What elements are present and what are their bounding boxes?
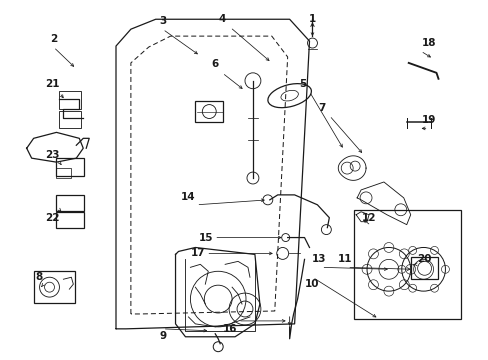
Text: 7: 7 <box>318 103 325 113</box>
Bar <box>56 158 84 176</box>
Text: 1: 1 <box>308 14 315 24</box>
Text: 6: 6 <box>211 59 219 69</box>
Text: 12: 12 <box>361 213 375 223</box>
Text: 4: 4 <box>218 14 225 24</box>
Text: 5: 5 <box>298 79 305 89</box>
Bar <box>56 212 84 228</box>
Text: 20: 20 <box>416 255 431 264</box>
Bar <box>56 195 84 211</box>
Text: 16: 16 <box>223 324 237 334</box>
Bar <box>60 91 81 109</box>
Bar <box>56 168 71 178</box>
Bar <box>34 271 75 303</box>
Text: 15: 15 <box>199 233 213 243</box>
Text: 23: 23 <box>45 150 60 160</box>
Text: 2: 2 <box>50 34 57 44</box>
Text: 9: 9 <box>159 331 166 341</box>
Text: 3: 3 <box>159 16 166 26</box>
Bar <box>410 257 438 279</box>
Text: 18: 18 <box>421 38 435 48</box>
Text: 21: 21 <box>45 79 60 89</box>
Text: 22: 22 <box>45 213 60 223</box>
Text: 13: 13 <box>311 255 326 264</box>
Text: 11: 11 <box>337 255 352 264</box>
Text: 8: 8 <box>35 272 42 282</box>
Bar <box>353 210 460 319</box>
Bar <box>195 100 223 122</box>
Bar <box>60 111 81 129</box>
Text: 14: 14 <box>181 192 195 202</box>
Text: 19: 19 <box>421 116 435 126</box>
Text: 17: 17 <box>191 248 205 258</box>
Text: 10: 10 <box>305 279 319 289</box>
